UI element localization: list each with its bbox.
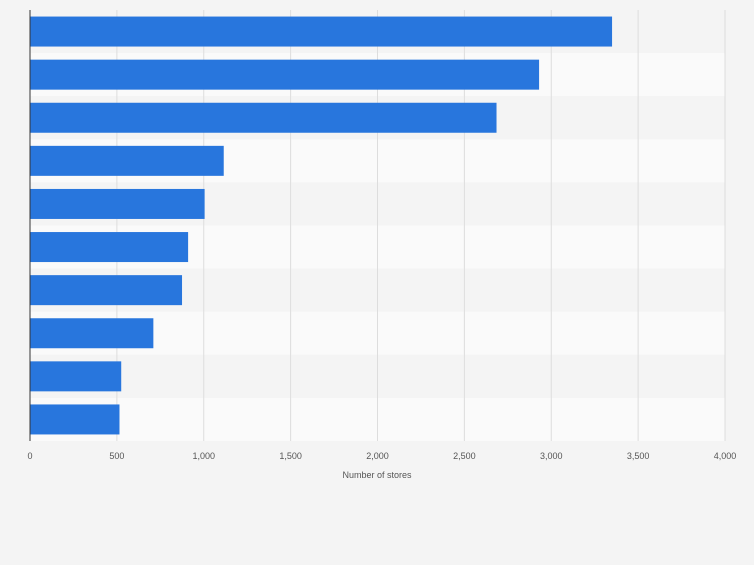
x-tick-label: 2,500: [453, 451, 476, 461]
bar[interactable]: [30, 361, 122, 392]
x-tick-label: 500: [109, 451, 124, 461]
x-tick-label: 3,500: [627, 451, 650, 461]
x-tick-label: 2,000: [366, 451, 389, 461]
bar[interactable]: [30, 188, 205, 219]
x-tick-label: 4,000: [714, 451, 737, 461]
bars: [30, 16, 613, 435]
x-tick-label: 1,500: [279, 451, 302, 461]
bar[interactable]: [30, 16, 613, 47]
x-tick-label: 0: [27, 451, 32, 461]
bar[interactable]: [30, 232, 189, 263]
bar[interactable]: [30, 404, 120, 435]
bar[interactable]: [30, 102, 497, 133]
x-tick-label: 1,000: [192, 451, 215, 461]
x-axis-tick-labels: 0 500 1,000 1,500 2,000 2,500 3,000 3,500 4,000: [27, 451, 736, 461]
bar[interactable]: [30, 318, 154, 349]
x-tick-label: 3,000: [540, 451, 563, 461]
bar[interactable]: [30, 59, 540, 90]
x-axis-label: Number of stores: [342, 470, 412, 480]
bar[interactable]: [30, 275, 183, 306]
bar[interactable]: [30, 145, 224, 176]
